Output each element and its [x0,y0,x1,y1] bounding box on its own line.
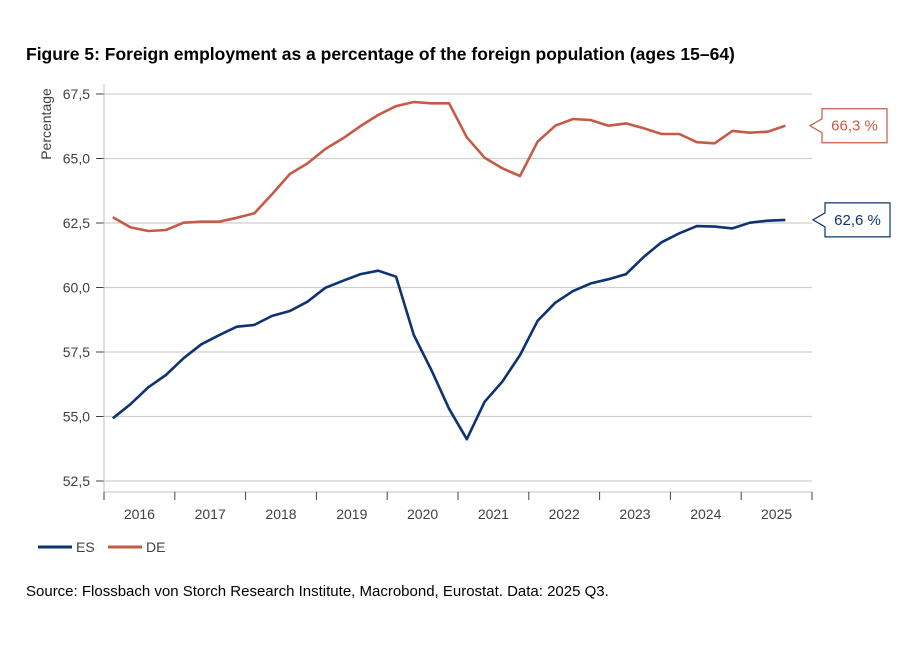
y-axis-label: Percentage [38,88,54,160]
source-note: Source: Flossbach von Storch Research In… [26,583,609,600]
x-tick-label: 2020 [407,506,438,522]
chart-title: Figure 5: Foreign employment as a percen… [26,44,735,64]
legend-label-de: DE [146,539,165,555]
x-tick-label: 2017 [195,506,226,522]
y-tick-label: 65,0 [63,151,90,167]
y-tick-label: 52,5 [63,473,90,489]
y-tick-label: 62,5 [63,215,90,231]
y-tick-label: 60,0 [63,280,90,296]
x-tick-label: 2023 [619,506,650,522]
end-label-de: 66,3 % [831,118,878,135]
series-line-es [111,218,786,441]
y-tick-label: 67,5 [63,86,90,102]
y-tick-label: 57,5 [63,344,90,360]
x-tick-label: 2025 [761,506,792,522]
end-label-box-de [808,108,888,144]
end-label-box-es [811,202,891,238]
end-label-es: 62,6 % [834,212,881,229]
x-tick-label: 2022 [549,506,580,522]
y-tick-label: 55,0 [63,409,90,425]
legend-label-es: ES [76,539,95,555]
x-tick-label: 2024 [690,506,721,522]
x-tick-label: 2018 [265,506,296,522]
x-tick-label: 2021 [478,506,509,522]
x-tick-label: 2019 [336,506,367,522]
x-tick-label: 2016 [124,506,155,522]
series-line-de [112,100,786,233]
